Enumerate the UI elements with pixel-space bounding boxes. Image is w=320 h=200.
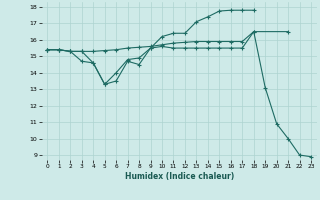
X-axis label: Humidex (Indice chaleur): Humidex (Indice chaleur) [124, 172, 234, 181]
